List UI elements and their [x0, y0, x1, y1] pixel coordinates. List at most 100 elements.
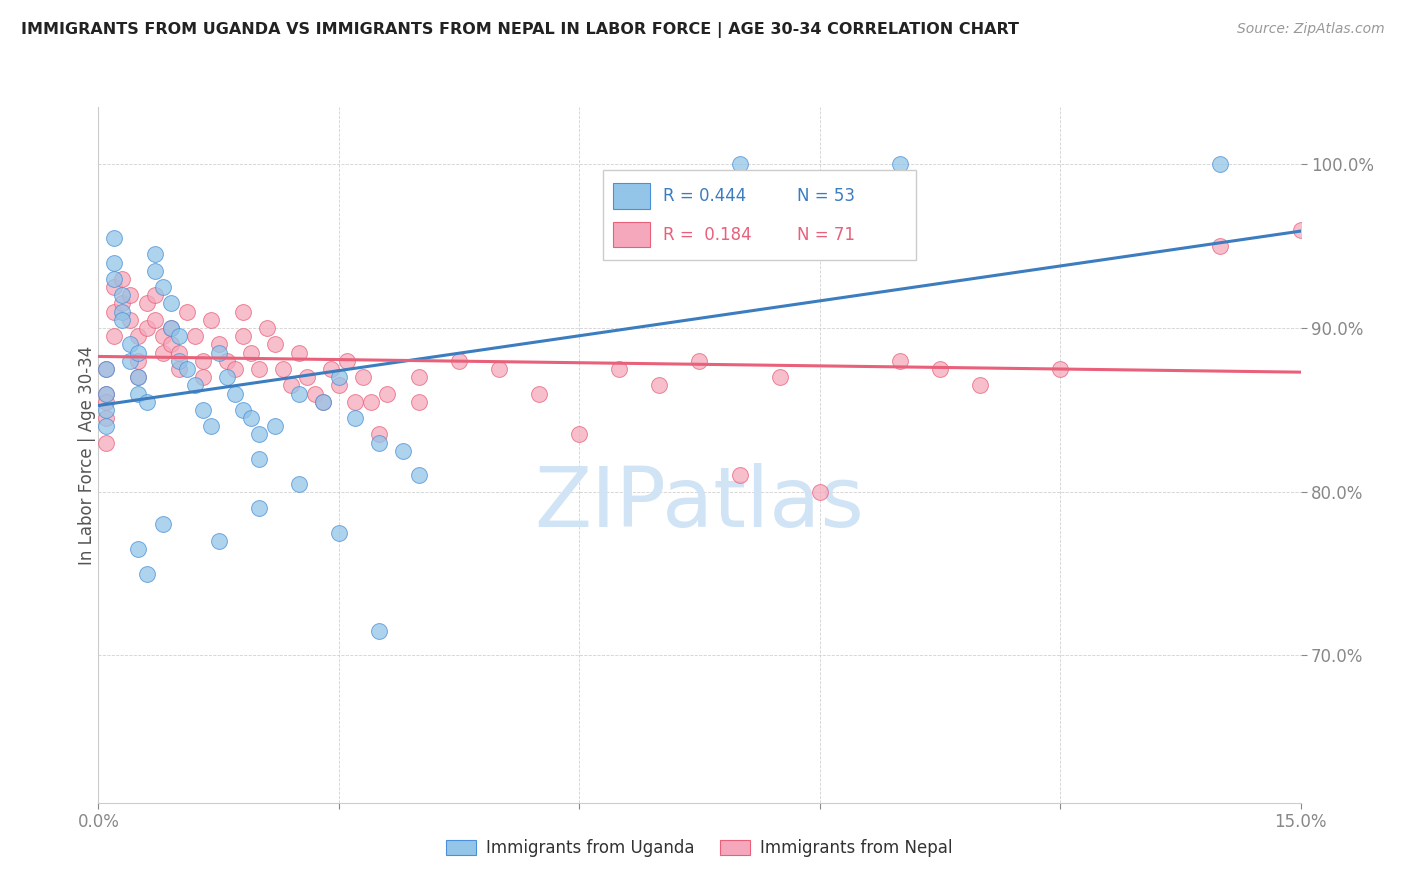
Text: Source: ZipAtlas.com: Source: ZipAtlas.com [1237, 22, 1385, 37]
Point [368, 427, 391, 442]
Point [128, 370, 150, 384]
Point [96, 403, 118, 417]
Point [368, 624, 391, 638]
Point [232, 403, 254, 417]
Point [1209, 157, 1232, 171]
Point [152, 517, 174, 532]
Point [239, 345, 262, 359]
Text: N = 71: N = 71 [797, 226, 855, 244]
FancyBboxPatch shape [603, 169, 915, 260]
Point [232, 329, 254, 343]
Text: IMMIGRANTS FROM UGANDA VS IMMIGRANTS FROM NEPAL IN LABOR FORCE | AGE 30-34 CORRE: IMMIGRANTS FROM UGANDA VS IMMIGRANTS FRO… [21, 22, 1019, 38]
Point [295, 370, 318, 384]
Point [183, 329, 205, 343]
Point [159, 321, 181, 335]
Point [128, 370, 150, 384]
Point [128, 329, 150, 343]
Point [135, 321, 157, 335]
Point [96, 362, 118, 376]
Point [135, 394, 157, 409]
Point [969, 378, 991, 392]
Text: R = 0.444: R = 0.444 [662, 187, 747, 205]
Point [312, 394, 335, 409]
Point [215, 353, 238, 368]
Point [200, 313, 222, 327]
Point [224, 362, 246, 376]
Point [111, 313, 134, 327]
Point [120, 313, 142, 327]
Point [288, 345, 311, 359]
Point [529, 386, 551, 401]
Point [152, 329, 174, 343]
Text: N = 53: N = 53 [797, 187, 855, 205]
Point [224, 386, 246, 401]
Point [328, 370, 350, 384]
Point [1209, 239, 1232, 253]
Point [343, 411, 366, 425]
Point [208, 345, 231, 359]
Point [328, 378, 350, 392]
Point [103, 231, 125, 245]
Point [1049, 362, 1071, 376]
Point [288, 386, 311, 401]
Text: R =  0.184: R = 0.184 [662, 226, 751, 244]
Point [103, 272, 125, 286]
Point [152, 280, 174, 294]
Point [159, 321, 181, 335]
Point [96, 411, 118, 425]
Point [96, 394, 118, 409]
Point [247, 452, 270, 467]
Legend: Immigrants from Uganda, Immigrants from Nepal: Immigrants from Uganda, Immigrants from … [440, 833, 959, 864]
Point [167, 329, 190, 343]
Point [319, 362, 342, 376]
Point [143, 288, 166, 302]
Point [280, 378, 302, 392]
Point [111, 272, 134, 286]
Point [408, 468, 430, 483]
Point [120, 337, 142, 351]
Point [247, 427, 270, 442]
Point [191, 353, 214, 368]
Point [408, 394, 430, 409]
Point [143, 247, 166, 261]
Point [215, 370, 238, 384]
Point [263, 419, 285, 434]
Point [263, 337, 285, 351]
Point [408, 370, 430, 384]
Bar [613, 183, 650, 209]
Point [103, 255, 125, 269]
Point [568, 427, 591, 442]
Point [143, 264, 166, 278]
Point [111, 288, 134, 302]
Point [152, 345, 174, 359]
Point [135, 296, 157, 310]
Point [609, 362, 631, 376]
Point [111, 304, 134, 318]
Point [96, 386, 118, 401]
Point [343, 394, 366, 409]
Bar [613, 222, 650, 247]
Point [183, 378, 205, 392]
Point [929, 362, 952, 376]
Point [96, 362, 118, 376]
Point [247, 362, 270, 376]
Point [728, 468, 751, 483]
Point [96, 386, 118, 401]
Point [167, 345, 190, 359]
Point [167, 353, 190, 368]
Point [728, 157, 751, 171]
Point [889, 157, 911, 171]
Point [648, 378, 671, 392]
Point [271, 362, 294, 376]
Point [96, 419, 118, 434]
Point [176, 304, 198, 318]
Point [392, 443, 415, 458]
Point [256, 321, 278, 335]
Point [368, 435, 391, 450]
Point [176, 362, 198, 376]
Point [328, 525, 350, 540]
Point [191, 403, 214, 417]
Point [232, 304, 254, 318]
Text: ZIPatlas: ZIPatlas [534, 463, 865, 544]
Point [208, 533, 231, 548]
